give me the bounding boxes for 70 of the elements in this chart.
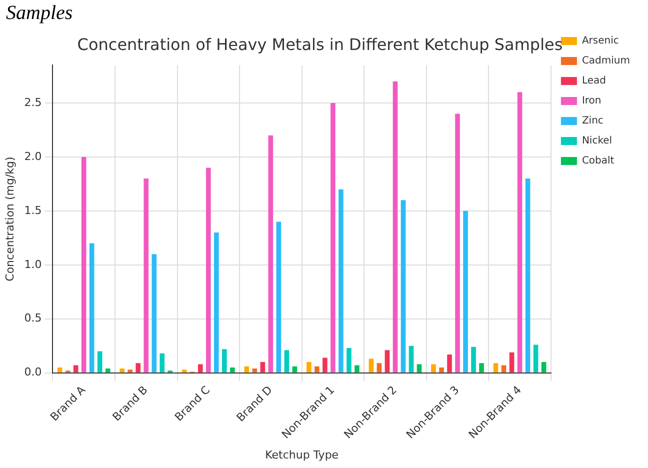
- bar: [330, 102, 336, 372]
- bar: [128, 370, 133, 372]
- bar: [455, 114, 460, 372]
- bar: [384, 350, 390, 372]
- bar: [376, 363, 382, 372]
- text: Samples: [6, 2, 73, 24]
- bar: [479, 363, 484, 372]
- bar: [392, 81, 398, 372]
- bar: [354, 365, 360, 372]
- bar: [284, 350, 290, 372]
- y-tick-label: 0.5: [24, 312, 42, 325]
- bar: [244, 366, 250, 372]
- bar: [160, 353, 165, 372]
- bar: [314, 366, 320, 372]
- legend-label: Arsenic: [582, 36, 619, 47]
- legend-label: Zinc: [582, 116, 604, 127]
- chart-title: Concentration of Heavy Metals in Different Ketchup Samples: [77, 34, 563, 54]
- y-tick-label: 2.0: [24, 150, 42, 163]
- bar: [97, 351, 102, 372]
- y-tick-label: 1.5: [24, 204, 42, 217]
- bar: [533, 344, 538, 372]
- bar: [73, 365, 78, 372]
- bar: [276, 222, 282, 372]
- bar: [322, 358, 328, 372]
- bar: [198, 364, 203, 372]
- bar: [120, 368, 124, 372]
- legend-label: Cobalt: [582, 156, 614, 167]
- bar: [400, 200, 406, 372]
- bar: [136, 363, 141, 372]
- bar: [81, 156, 86, 372]
- bar: [408, 346, 414, 372]
- bar: [346, 348, 352, 372]
- bar: [252, 368, 258, 372]
- bar: [152, 254, 157, 372]
- bar: [493, 363, 498, 372]
- x-axis-title: Ketchup Type: [265, 448, 339, 462]
- bar: [260, 362, 266, 372]
- y-tick-label: 1.0: [24, 258, 42, 271]
- bar: [230, 367, 235, 372]
- bar: [431, 364, 436, 372]
- bar: [306, 362, 312, 372]
- bar: [292, 366, 298, 372]
- bar: [416, 364, 422, 372]
- bar: [182, 370, 187, 372]
- y-tick-label: 0.0: [24, 366, 42, 379]
- legend-label: Lead: [582, 76, 606, 87]
- bar: [509, 352, 514, 372]
- bar: [368, 358, 374, 372]
- bar: [338, 189, 344, 372]
- bar: [471, 346, 476, 372]
- bar: [439, 367, 444, 372]
- bar: [525, 178, 530, 372]
- bar: [501, 365, 506, 372]
- bar: [214, 232, 219, 372]
- bar: [517, 92, 522, 372]
- bar: [268, 135, 274, 372]
- bar: [447, 354, 452, 372]
- bar: [541, 362, 546, 372]
- bar: [89, 243, 94, 372]
- bar: [222, 349, 227, 372]
- bar: [105, 368, 110, 372]
- legend-label: Iron: [582, 96, 602, 107]
- legend-label: Cadmium: [582, 56, 630, 67]
- bar: [57, 367, 62, 372]
- legend-label: Nickel: [582, 136, 612, 147]
- y-axis-title: Concentration (mg/kg): [3, 156, 16, 282]
- y-tick-label: 2.5: [24, 96, 42, 109]
- bar: [144, 178, 149, 372]
- bar: [463, 210, 468, 372]
- bar: [206, 168, 211, 372]
